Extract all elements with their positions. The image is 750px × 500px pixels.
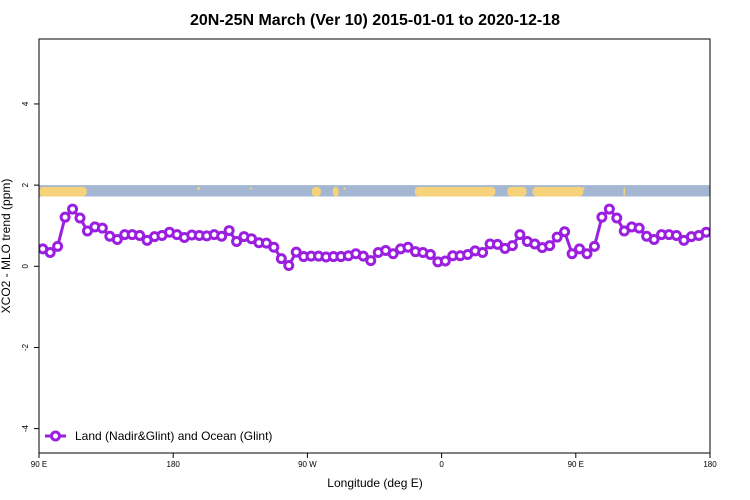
x-tick-label: 180 (167, 460, 181, 469)
x-axis: 90 E 180 90 W 0 90 E 180 (31, 453, 717, 469)
map-land (311, 186, 321, 197)
data-point (134, 229, 146, 241)
y-axis-label: XCO2 - MLO trend (ppm) (0, 179, 13, 314)
y-tick-label: -4 (21, 425, 30, 433)
data-point (52, 240, 64, 252)
map-island (197, 187, 201, 191)
data-point (67, 203, 79, 215)
map-land (623, 186, 626, 197)
y-axis: -4 -2 0 2 4 (21, 101, 39, 432)
data-point (74, 212, 86, 224)
data-point (402, 241, 414, 253)
y-tick-label: 4 (21, 101, 30, 106)
y-tick-label: -2 (21, 343, 30, 351)
legend: Land (Nadir&Glint) and Ocean (Glint) (45, 429, 272, 443)
data-point (648, 234, 660, 246)
data-point (566, 248, 578, 260)
map-strip (39, 185, 710, 197)
map-ocean (39, 185, 710, 197)
x-tick-label: 90 E (568, 460, 584, 469)
map-land (532, 186, 584, 197)
map-land (507, 186, 527, 197)
data-point (477, 246, 489, 258)
data-point (231, 236, 243, 248)
data-point (44, 246, 56, 258)
map-island (487, 187, 491, 191)
map-island (249, 187, 252, 190)
data-point (670, 229, 682, 241)
data-point (603, 203, 615, 215)
chart-title: 20N-25N March (Ver 10) 2015-01-01 to 202… (190, 12, 560, 29)
data-point (439, 255, 451, 267)
data-point (611, 212, 623, 224)
data-point (544, 240, 556, 252)
data-point (596, 211, 608, 223)
legend-label: Land (Nadir&Glint) and Ocean (Glint) (75, 429, 272, 443)
x-tick-label: 0 (439, 460, 444, 469)
data-point (216, 230, 228, 242)
data-point (357, 250, 369, 262)
plot-frame (38, 38, 711, 454)
x-tick-label: 90 E (31, 460, 47, 469)
map-land (414, 186, 496, 197)
data-point (283, 259, 295, 271)
map-land (332, 186, 339, 197)
x-tick-label: 90 W (298, 460, 317, 469)
data-point (268, 241, 280, 253)
data-point (633, 222, 645, 234)
data-point (506, 240, 518, 252)
data-point (365, 255, 377, 267)
x-axis-label: Longitude (deg E) (327, 476, 422, 490)
data-point (700, 226, 710, 238)
data-point (551, 231, 563, 243)
map-land (39, 186, 87, 197)
map-island (343, 187, 346, 190)
data-point (387, 248, 399, 260)
data-point (424, 249, 436, 261)
data-point (111, 234, 123, 246)
data-point (290, 246, 302, 258)
data-point (581, 248, 593, 260)
x-tick-label: 180 (703, 460, 717, 469)
data-point (275, 253, 287, 265)
data-point (574, 243, 586, 255)
y-tick-label: 0 (21, 264, 30, 269)
data-point (514, 229, 526, 241)
y-tick-label: 2 (21, 182, 30, 187)
data-point (559, 226, 571, 238)
data-point (223, 225, 235, 237)
legend-marker-swatch (50, 430, 61, 442)
data-point (59, 211, 71, 223)
data-point (96, 222, 108, 234)
data-point (588, 240, 600, 252)
map-island (581, 187, 585, 190)
